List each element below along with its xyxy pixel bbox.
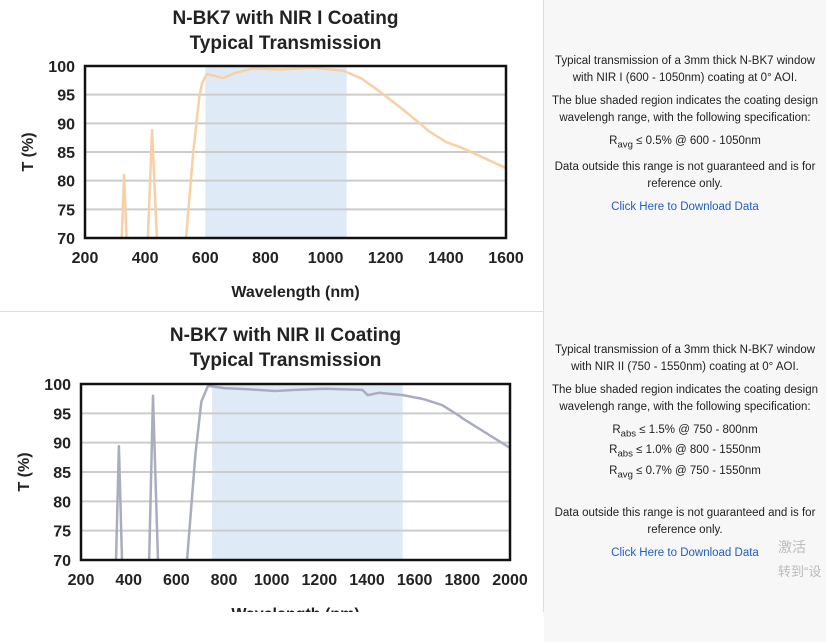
chart-nir2: N-BK7 with NIR II Coating Typical Transmi… xyxy=(16,325,528,623)
x-tick-label: 1600 xyxy=(488,250,524,267)
spec-line: Ravg ≤ 0.7% @ 750 - 1550nm xyxy=(609,464,761,480)
chart-title: N-BK7 with NIR II Coating xyxy=(170,325,401,346)
spec-list: Rabs ≤ 1.5% @ 750 - 800nm Rabs ≤ 1.0% @ … xyxy=(544,422,826,483)
shade-description: The blue shaded region indicates the coa… xyxy=(552,384,818,413)
y-axis-label: T (%) xyxy=(20,132,37,171)
y-tick-label: 95 xyxy=(53,406,71,423)
y-tick-label: 75 xyxy=(57,202,75,219)
x-tick-label: 200 xyxy=(72,250,99,267)
x-tick-label: 600 xyxy=(163,572,190,589)
transmission-curve xyxy=(147,394,160,560)
spec-line: Rabs ≤ 1.5% @ 750 - 800nm xyxy=(612,424,758,440)
y-axis-label: T (%) xyxy=(16,452,33,491)
transmission-curve xyxy=(185,384,510,560)
x-tick-label: 1000 xyxy=(308,250,344,267)
x-tick-label: 400 xyxy=(132,250,159,267)
download-data-link[interactable]: Click Here to Download Data xyxy=(611,546,759,559)
chart-row-1: N-BK7 with NIR I Coating Typical Transmis… xyxy=(0,0,826,364)
chart-title: N-BK7 with NIR I Coating xyxy=(173,8,399,29)
x-tick-label: 400 xyxy=(115,572,142,589)
y-tick-label: 90 xyxy=(53,436,71,453)
y-tick-label: 75 xyxy=(53,524,71,541)
x-tick-label: 1400 xyxy=(349,572,385,589)
watermark-line1: 激活 xyxy=(778,539,806,555)
description: Typical transmission of a 3mm thick N-BK… xyxy=(554,344,816,373)
plot-frame xyxy=(79,382,512,562)
y-tick-label: 80 xyxy=(57,174,75,191)
y-tick-label: 70 xyxy=(53,553,71,570)
x-tick-label: 200 xyxy=(68,572,95,589)
y-tick-label: 95 xyxy=(57,88,75,105)
x-tick-label: 2000 xyxy=(492,572,528,589)
x-tick-label: 1800 xyxy=(445,572,481,589)
download-data-link[interactable]: Click Here to Download Data xyxy=(611,201,759,214)
y-tick-label: 90 xyxy=(57,116,75,133)
y-tick-label: 85 xyxy=(57,145,75,162)
x-tick-label: 600 xyxy=(192,250,219,267)
x-tick-label: 800 xyxy=(252,250,279,267)
y-tick-label: 70 xyxy=(57,231,75,248)
plot-frame xyxy=(83,64,508,240)
chart-nir1: N-BK7 with NIR I Coating Typical Transmis… xyxy=(20,8,524,301)
chart-panel: N-BK7 with NIR II Coating Typical Transmi… xyxy=(0,312,544,623)
chart-row-2: N-BK7 with NIR II Coating Typical Transmi… xyxy=(0,312,826,642)
transmission-curve xyxy=(184,66,506,238)
spec-line: Ravg ≤ 0.5% @ 600 - 1050nm xyxy=(609,135,761,151)
description-panel: Typical transmission of a 3mm thick N-BK… xyxy=(544,0,826,364)
x-axis-label: Wavelength (nm) xyxy=(231,606,359,612)
x-tick-label: 1200 xyxy=(368,250,404,267)
y-tick-label: 80 xyxy=(53,494,71,511)
watermark-line2: 转到“设 xyxy=(778,564,822,579)
x-tick-label: 1600 xyxy=(397,572,433,589)
x-axis-label: Wavelength (nm) xyxy=(231,284,359,301)
spec-line: Rabs ≤ 1.0% @ 800 - 1550nm xyxy=(609,444,761,460)
x-tick-label: 800 xyxy=(211,572,238,589)
chart-subtitle: Typical Transmission xyxy=(190,350,382,371)
y-tick-label: 85 xyxy=(53,465,71,482)
disclaimer: Data outside this range is not guarantee… xyxy=(554,506,816,536)
chart-panel: N-BK7 with NIR I Coating Typical Transmis… xyxy=(0,0,544,311)
spec-list: Ravg ≤ 0.5% @ 600 - 1050nm xyxy=(544,133,826,153)
y-tick-label: 100 xyxy=(48,59,75,76)
y-tick-label: 100 xyxy=(44,377,71,394)
description-panel: Typical transmission of a 3mm thick N-BK… xyxy=(544,312,826,642)
x-tick-label: 1200 xyxy=(302,572,338,589)
x-tick-label: 1000 xyxy=(254,572,290,589)
chart-subtitle: Typical Transmission xyxy=(190,33,382,54)
disclaimer: Data outside this range is not guarantee… xyxy=(554,161,816,191)
x-tick-label: 1400 xyxy=(428,250,464,267)
description: Typical transmission of a 3mm thick N-BK… xyxy=(554,55,816,84)
transmission-curve xyxy=(146,128,159,238)
shade-description: The blue shaded region indicates the coa… xyxy=(552,95,818,124)
transmission-curve xyxy=(120,173,128,238)
transmission-curve xyxy=(114,444,124,560)
